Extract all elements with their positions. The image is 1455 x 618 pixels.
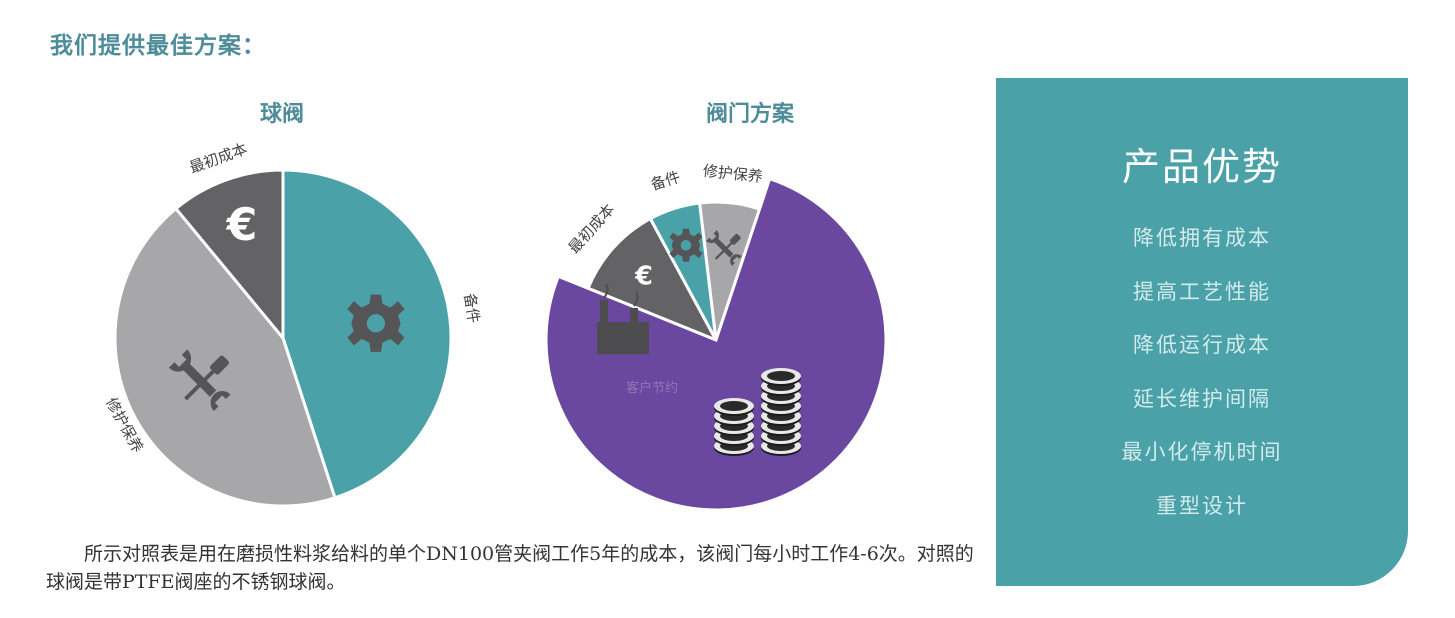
advantage-item: 降低拥有成本 — [1133, 226, 1271, 250]
slice-label: 修护保养 — [702, 162, 764, 186]
gear-icon — [347, 294, 405, 352]
panel-title: 产品优势 — [1121, 145, 1282, 189]
caption: 所示对照表是用在磨损性料浆给料的单个DN100管夹阀工作5年的成本，该阀门每小时… — [46, 543, 974, 593]
slice-label: 最初成本 — [187, 140, 250, 177]
gear-icon — [669, 228, 703, 262]
pie-slice — [544, 176, 888, 512]
factory-icon — [597, 283, 649, 354]
euro-icon — [225, 199, 258, 251]
advantage-item: 降低运行成本 — [1133, 333, 1271, 357]
slice-label-savings: 客户节约 — [626, 380, 678, 396]
pie-slice — [113, 206, 337, 508]
chart-title-valve-solution: 阀门方案 — [706, 101, 795, 127]
advantage-item: 最小化停机时间 — [1121, 440, 1283, 464]
page-heading: 我们提供最佳方案： — [50, 32, 266, 59]
advantage-item: 重型设计 — [1156, 493, 1248, 518]
advantage-item: 延长维护间隔 — [1133, 386, 1271, 411]
euro-icon — [634, 261, 653, 292]
slice-label: 备件 — [460, 292, 482, 324]
slice-label: 备件 — [648, 168, 682, 194]
advantages-list: 降低拥有成本 提高工艺性能 降低运行成本 延长维护间隔 最小化停机时间 重型设计 — [996, 220, 1408, 541]
advantage-item: 提高工艺性能 — [1133, 279, 1271, 304]
slice-label: 最初成本 — [565, 200, 618, 257]
advantages-panel: 产品优势 降低拥有成本 提高工艺性能 降低运行成本 延长维护间隔 最小化停机时间… — [996, 78, 1408, 586]
chart-title-ball-valve: 球阀 — [260, 101, 304, 127]
